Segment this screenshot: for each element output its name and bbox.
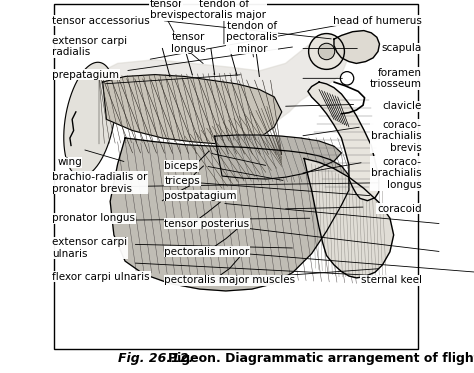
Polygon shape [308,82,379,201]
Text: scapula: scapula [382,44,422,53]
Text: pronator longus: pronator longus [52,213,136,223]
Polygon shape [110,138,349,291]
Polygon shape [215,135,341,179]
Text: coraco-
brachialis
longus: coraco- brachialis longus [371,157,422,190]
Text: flexor carpi ulnaris: flexor carpi ulnaris [52,272,150,282]
Text: clavicle: clavicle [382,101,422,111]
Polygon shape [304,159,394,278]
Text: tensor accessorius: tensor accessorius [52,16,150,25]
Text: biceps: biceps [164,161,198,171]
Polygon shape [64,62,116,176]
Text: extensor carpi
radialis: extensor carpi radialis [52,36,128,57]
Text: postpatagium: postpatagium [164,191,237,201]
Text: tensor posterius: tensor posterius [164,219,249,229]
Text: Fig. 26.12.: Fig. 26.12. [118,352,193,364]
Polygon shape [334,31,380,63]
Text: coraco-
brachialis
brevis: coraco- brachialis brevis [371,119,422,153]
Text: tensor
longus: tensor longus [171,32,206,54]
Text: tensor
brevis: tensor brevis [149,0,183,20]
Text: tendon of
pectoralis
minor: tendon of pectoralis minor [226,21,278,54]
Circle shape [309,34,345,69]
Text: triceps: triceps [164,176,200,186]
Text: brachio-radialis or
pronator brevis: brachio-radialis or pronator brevis [52,172,148,194]
Text: foramen
triosseum: foramen triosseum [370,68,422,89]
Text: tendon of
pectoralis major: tendon of pectoralis major [182,0,266,20]
Text: extensor carpi
ulnaris: extensor carpi ulnaris [52,237,128,259]
Text: sternal keel: sternal keel [361,276,422,285]
Circle shape [340,72,354,85]
Polygon shape [103,75,282,144]
Text: pectoralis minor: pectoralis minor [164,247,249,257]
Text: prepatagium: prepatagium [52,70,119,79]
Text: pectoralis major muscles: pectoralis major muscles [164,276,295,285]
Text: Pigeon. Diagrammatic arrangement of flight muscles.: Pigeon. Diagrammatic arrangement of flig… [168,352,474,364]
Polygon shape [95,34,349,134]
Text: wing: wing [57,157,82,167]
Text: head of humerus: head of humerus [333,16,422,25]
FancyBboxPatch shape [54,4,418,349]
Text: coracoid: coracoid [377,204,422,214]
Circle shape [319,43,335,60]
